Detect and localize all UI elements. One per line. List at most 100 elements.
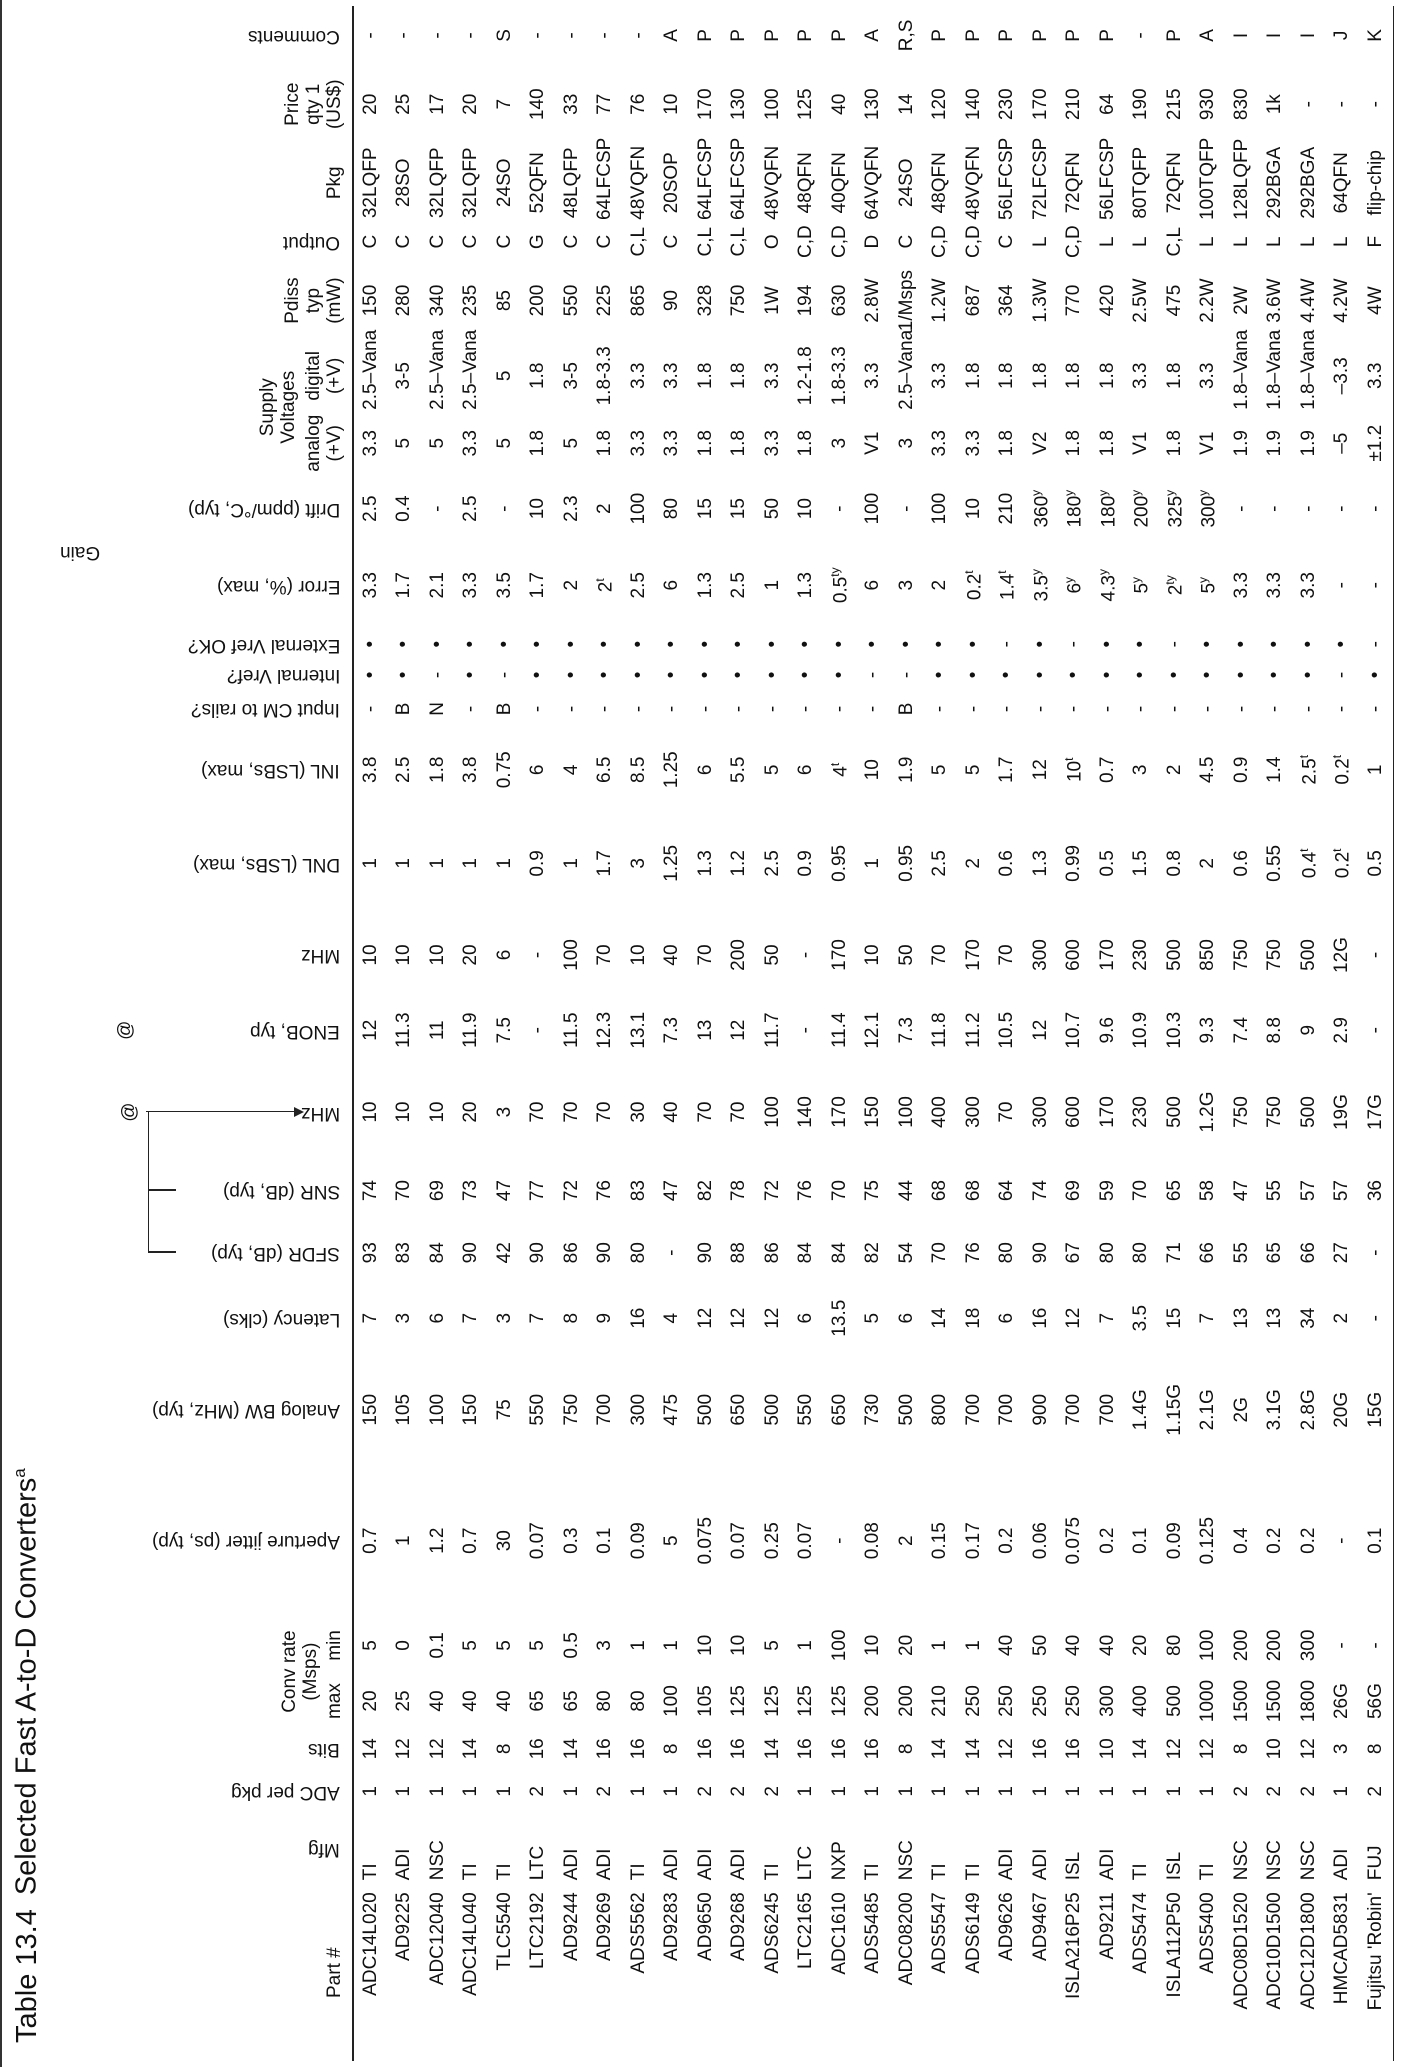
cell-text: 215 (1163, 88, 1185, 121)
cell-text: 3.3 (929, 430, 951, 457)
cell-text: 19G (1331, 1094, 1353, 1131)
cell-text: 90 (594, 1242, 616, 1264)
cell-text: 3.3 (460, 572, 482, 599)
cell-superscript: y (1095, 489, 1110, 496)
cell-text: - (1197, 705, 1219, 713)
cell-text: 11.5 (560, 1012, 582, 1049)
cell-text: TLC5540 (493, 1892, 515, 1971)
cell-text: - (493, 505, 515, 512)
cell: • (723, 661, 757, 690)
cell-text: 100 (661, 1685, 683, 1717)
cell: 210 (924, 1675, 958, 1727)
cell-text: 170 (1096, 1096, 1118, 1128)
cell: - (1225, 689, 1259, 728)
cell-text: 10 (694, 1634, 716, 1656)
cell-text: 500 (1297, 939, 1319, 971)
cell-text: 82 (862, 1242, 884, 1264)
cell: 2.5–Vana (890, 330, 924, 412)
cell-text: C (493, 234, 515, 249)
cell-text: 10 (359, 1101, 381, 1123)
cell: • (1024, 628, 1058, 661)
cell: 475 (1158, 261, 1192, 340)
cell: 2 (522, 1770, 556, 1812)
cell: 1.8 (723, 412, 757, 475)
cell: 830 (1225, 65, 1259, 144)
cell: 42 (488, 1223, 522, 1282)
cell-text: 1 (627, 1640, 649, 1651)
cell: 1.3 (689, 543, 723, 628)
cell-text: 13 (1264, 1307, 1286, 1329)
cell-text: 3.5 (493, 572, 515, 599)
table-row: LTC2192 LTC 2 16 65 5 0.07 550 7 90 77 70- -0.9 6- • • 1… (522, 6, 556, 2061)
cell-text: V1 (862, 431, 884, 455)
cell-text: 64LFCSP (728, 137, 750, 221)
cell-text: ADC08D1520 (1230, 1892, 1252, 2010)
cell-text: 5 (426, 437, 448, 449)
cell: 190 (1125, 65, 1159, 144)
cell-text: 2W (1230, 286, 1252, 315)
cell: 14 (890, 65, 924, 144)
cell: 1.8-3.3 (823, 340, 857, 412)
cell-text: - (1331, 1642, 1353, 1649)
cell: 2 (1158, 729, 1192, 811)
cell-text: 360 (1030, 495, 1052, 528)
cell-text: B (493, 702, 515, 716)
cell: 56LFCSP (1091, 138, 1125, 223)
cell: F (1359, 222, 1393, 261)
cell-text: 72 (761, 1180, 783, 1202)
cell: 0.7 (1091, 729, 1125, 811)
cell: 3.8 (455, 729, 489, 811)
header-text: Part # (324, 1947, 346, 1998)
cell: 50 (1024, 1616, 1058, 1675)
cell: 105 (689, 1675, 723, 1727)
cell: 75 (488, 1354, 522, 1465)
table-row: ADC14L020 TI 1 14 20 5 0.7 150 7 93 74 10 12 10 1 3.8- •… (353, 6, 388, 2061)
cell: • (991, 661, 1025, 690)
cell: 5 (388, 412, 422, 475)
cell: 170 (689, 65, 723, 144)
cell-text: –3.3 (1331, 357, 1353, 395)
cell-text: 3 (493, 1106, 515, 1118)
cell-text: - (661, 705, 683, 713)
cell-text: 70 (1130, 1180, 1152, 1202)
cell-text: 65 (1264, 1242, 1286, 1264)
cell: ADC08200 (890, 1884, 924, 2061)
cell-text: 1 (962, 1786, 984, 1797)
cell: 7.3 (890, 994, 924, 1066)
cell-text: 57 (1331, 1180, 1353, 1202)
column-header: MHz @ (54, 1066, 353, 1158)
cell-text: 70 (594, 1101, 616, 1123)
cell: 70 (589, 1066, 623, 1158)
cell: 71 (1158, 1223, 1192, 1282)
cell: • (957, 628, 991, 661)
cell: 3.3 (1292, 543, 1326, 628)
cell-text: 1.8 (728, 362, 750, 390)
cell: • (353, 628, 388, 661)
cell-text: - (627, 705, 649, 713)
cell-text: 48LQFP (560, 147, 582, 219)
cell: - (1292, 65, 1326, 144)
cell: ADI (555, 1812, 589, 1884)
cell-text: B (393, 702, 415, 716)
cell: 215 (1158, 65, 1192, 144)
cell: 10 (1259, 1727, 1293, 1770)
cell-text: V1 (1130, 431, 1152, 455)
cell-text: 28SO (393, 158, 415, 208)
cell-text: 80TQFP (1130, 146, 1152, 219)
cell: 500 (756, 1354, 790, 1465)
cell-superscript: y (1062, 489, 1077, 496)
cell: 360y (1024, 475, 1058, 543)
cell: 10 (421, 1066, 455, 1158)
cell: 0.9 (522, 811, 556, 916)
cell: 5 (857, 1282, 891, 1354)
column-header: DNL (LSBs, max) (54, 811, 353, 916)
cell: 40 (488, 1675, 522, 1727)
cell: L (1091, 222, 1125, 261)
cell-text: 1 (661, 1640, 683, 1651)
cell: 2.5W (1125, 261, 1159, 340)
cell: 0.06 (1024, 1465, 1058, 1616)
cell-text: 100 (929, 492, 951, 525)
cell-text: 16 (1063, 1738, 1085, 1760)
cell: ADI (723, 1812, 757, 1884)
